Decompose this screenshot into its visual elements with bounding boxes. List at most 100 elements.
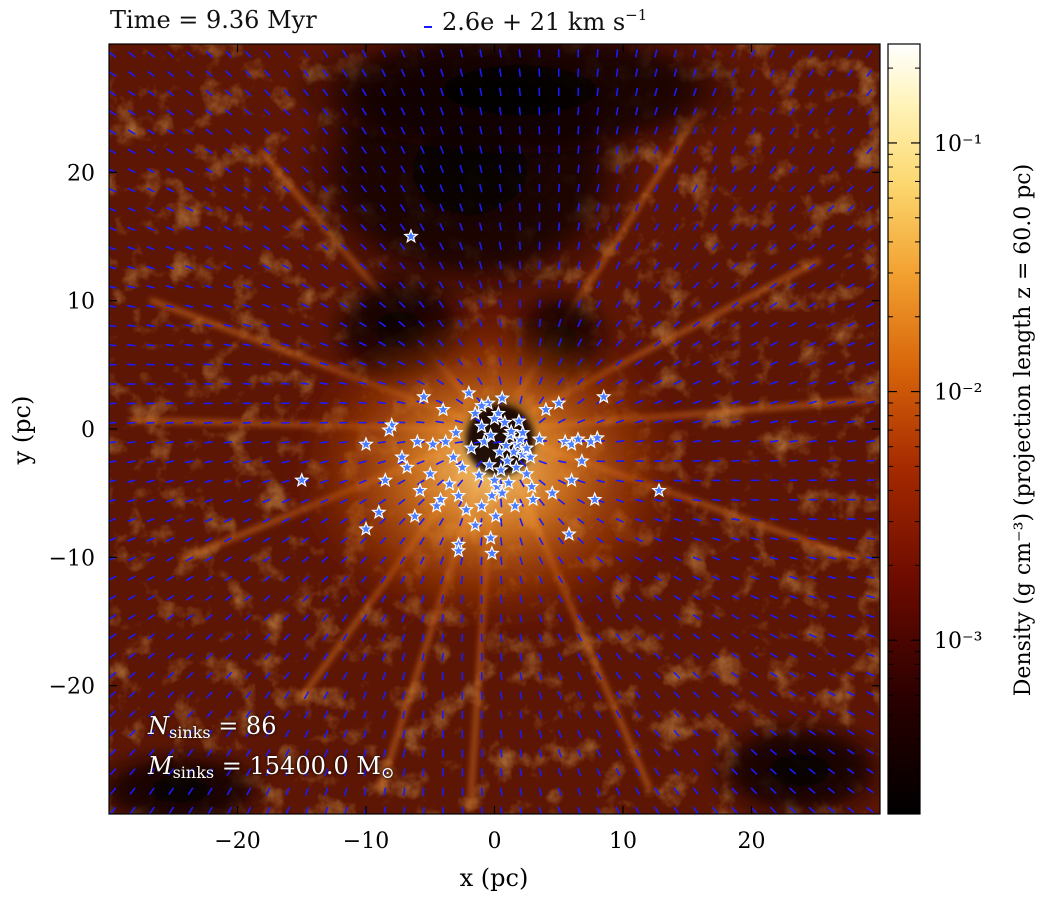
x-tick-label: 20 [738,829,766,854]
velocity-vector [479,68,483,77]
velocity-vector [301,224,309,231]
velocity-vector [320,322,329,328]
velocity-vector [282,575,290,582]
velocity-vector [498,222,502,231]
velocity-vector [654,359,662,366]
velocity-vector [399,242,406,251]
velocity-vector [827,108,834,116]
velocity-vector [242,343,252,347]
velocity-vector [808,127,815,135]
velocity-vector [596,68,599,77]
velocity-vector [127,304,136,308]
velocity-vector [322,88,329,97]
velocity-vector [421,672,425,681]
velocity-vector [109,652,117,659]
velocity-vector [126,344,136,347]
velocity-vector [673,203,679,212]
velocity-vector [769,633,778,639]
velocity-vector [654,439,663,443]
velocity-vector [244,595,252,602]
velocity-vector [341,575,348,583]
velocity-vector [265,710,271,719]
velocity-vector [731,420,740,424]
velocity-vector [557,222,561,231]
velocity-vector [264,672,271,680]
velocity-vector [673,806,680,814]
velocity-vector [557,556,564,564]
sink-mass-annotation: Msinks = 15400.0 M⊙ [148,752,394,782]
velocity-vector [731,49,736,58]
solar-symbol: ⊙ [380,763,395,782]
velocity-vector [263,147,271,154]
velocity-vector [769,729,778,736]
velocity-vector [186,51,194,58]
velocity-vector [866,69,873,77]
velocity-vector [827,205,835,212]
velocity-vector [577,575,584,583]
velocity-vector [282,264,290,270]
velocity-vector [224,225,232,231]
velocity-vector [419,261,425,270]
velocity-vector [808,322,817,328]
velocity-vector [615,595,623,602]
velocity-vector [518,106,522,116]
velocity-vector [401,49,406,58]
velocity-vector [712,787,719,795]
velocity-vector [519,652,523,662]
velocity-vector [185,498,194,503]
velocity-vector [596,614,603,622]
colorbar [887,43,921,815]
velocity-vector [654,379,663,385]
velocity-vector [866,147,873,154]
velocity-vector [381,614,387,623]
sink-star [525,491,541,507]
velocity-vector [692,691,700,698]
velocity-vector [808,282,816,289]
velocity-vector [615,319,622,328]
velocity-vector [204,226,213,231]
velocity-vector [500,768,503,777]
velocity-vector [167,710,175,718]
velocity-vector [692,672,700,679]
velocity-vector [480,787,484,797]
velocity-vector [400,556,406,565]
velocity-vector [808,49,814,58]
velocity-vector [557,729,562,738]
velocity-vector [321,166,329,174]
sink-star [522,449,539,464]
sink-star [518,440,535,455]
velocity-vector [827,518,837,521]
velocity-vector [750,49,756,58]
velocity-vector [225,633,232,640]
velocity-vector [244,147,252,154]
velocity-vector [769,537,779,541]
sink-particles [294,228,667,561]
velocity-vector [692,710,700,718]
x-tick-label: −10 [343,829,389,854]
velocity-vector [673,518,682,522]
velocity-vector [109,285,117,289]
velocity-vector [847,127,854,135]
velocity-vector [789,49,795,58]
sink-star [515,424,531,440]
velocity-vector [789,768,797,775]
velocity-vector [635,261,640,270]
velocity-vector [435,420,444,424]
velocity-vector [866,691,875,696]
velocity-vector [577,652,583,661]
velocity-vector [300,460,309,464]
velocity-vector [712,360,720,366]
velocity-vector [808,633,817,638]
velocity-vector [381,652,387,661]
velocity-vector [321,185,329,193]
velocity-vector [808,361,817,366]
velocity-vector [242,421,252,424]
velocity-vector [126,441,136,444]
velocity-vector [731,729,739,737]
velocity-vector [577,398,585,405]
velocity-vector [519,691,523,700]
velocity-vector [265,768,271,777]
velocity-vector [127,595,136,601]
velocity-vector [577,537,584,544]
velocity-vector [847,749,855,755]
